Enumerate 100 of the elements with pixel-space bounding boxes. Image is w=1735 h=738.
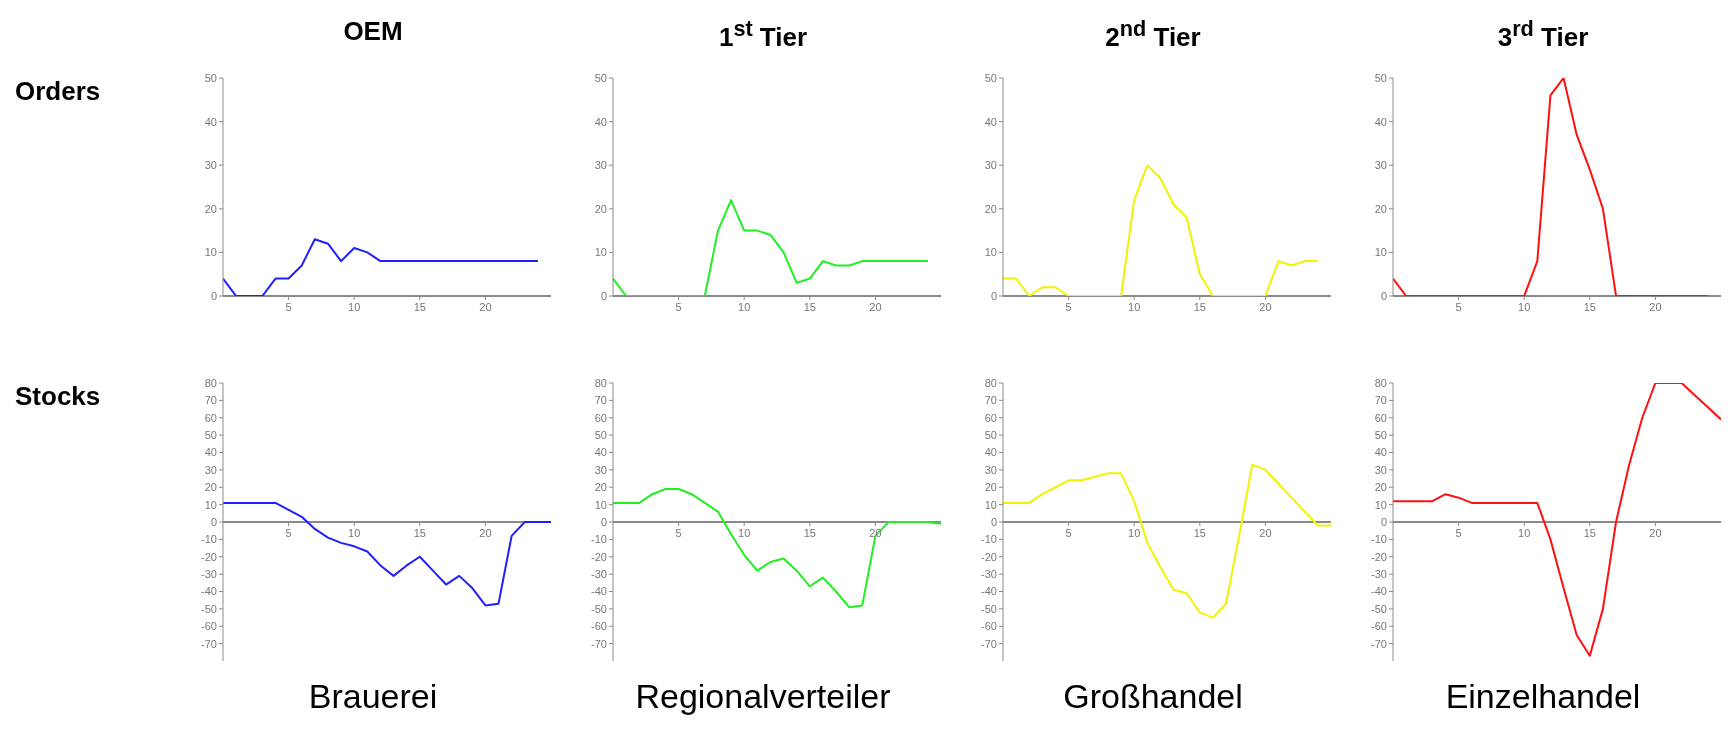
y-tick-label: -20 — [1371, 550, 1387, 563]
x-axis-title: Einzelhandel — [1444, 677, 1642, 716]
y-tick-label: -70 — [1371, 637, 1387, 650]
y-tick-label: 20 — [594, 481, 607, 494]
y-tick-label: -10 — [591, 533, 607, 546]
y-tick-label: 20 — [984, 481, 997, 494]
y-tick-label: 30 — [594, 159, 607, 172]
y-tick-label: -30 — [981, 568, 997, 581]
y-tick-label: -30 — [591, 568, 607, 581]
x-tick-label: 5 — [675, 301, 682, 313]
x-tick-label: 5 — [285, 527, 292, 539]
y-tick-label: 0 — [600, 515, 607, 528]
y-tick-label: 70 — [594, 394, 607, 407]
y-tick-label: 20 — [594, 202, 607, 215]
y-tick-label: 40 — [984, 115, 997, 128]
x-axis-title: Regionalverteiler — [634, 677, 892, 716]
y-tick-label: 50 — [984, 71, 997, 84]
y-tick-label: -50 — [201, 602, 217, 615]
x-tick-label: 10 — [1128, 527, 1141, 539]
y-tick-label: 30 — [984, 463, 997, 476]
y-tick-label: -10 — [201, 533, 217, 546]
x-tick-label: 20 — [1259, 527, 1272, 539]
x-tick-label: 5 — [675, 527, 682, 539]
y-tick-label: -60 — [981, 620, 997, 633]
y-tick-label: -10 — [1371, 533, 1387, 546]
y-tick-label: -40 — [981, 585, 997, 598]
x-tick-label: 5 — [1455, 301, 1462, 313]
x-tick-label: 20 — [1259, 301, 1272, 313]
y-tick-label: 40 — [594, 115, 607, 128]
y-tick-label: 80 — [204, 376, 217, 389]
y-tick-label: -30 — [201, 568, 217, 581]
line-series — [1393, 383, 1721, 657]
x-tick-label: 5 — [285, 301, 292, 313]
y-tick-label: 40 — [594, 446, 607, 459]
y-tick-label: 50 — [204, 429, 217, 442]
chart-title: 2$^{nd}$ Tier — [1104, 16, 1202, 53]
y-tick-label: 50 — [594, 429, 607, 442]
y-tick-label: -70 — [591, 637, 607, 650]
y-tick-label: 50 — [594, 71, 607, 84]
x-tick-label: 20 — [1649, 301, 1662, 313]
y-tick-label: 80 — [594, 376, 607, 389]
x-tick-label: 15 — [1583, 301, 1596, 313]
y-tick-label: 50 — [1374, 71, 1387, 84]
y-tick-label: 70 — [1374, 394, 1387, 407]
y-tick-label: 80 — [1374, 376, 1387, 389]
x-tick-label: 10 — [348, 527, 361, 539]
x-tick-label: 15 — [413, 527, 426, 539]
x-tick-label: 5 — [1065, 301, 1072, 313]
x-tick-label: 10 — [738, 301, 751, 313]
y-tick-label: 70 — [984, 394, 997, 407]
line-series — [1003, 164, 1319, 296]
y-tick-label: 30 — [204, 159, 217, 172]
y-tick-label: -50 — [981, 602, 997, 615]
y-tick-label: 50 — [984, 429, 997, 442]
line-series — [613, 199, 929, 296]
y-axis-title: Orders — [15, 76, 101, 107]
y-tick-label: -70 — [201, 637, 217, 650]
x-axis-title: Großhandel — [1062, 677, 1244, 716]
y-tick-label: -50 — [1371, 602, 1387, 615]
x-tick-label: 20 — [869, 301, 882, 313]
x-tick-label: 15 — [1193, 527, 1206, 539]
x-tick-label: 15 — [1583, 527, 1596, 539]
x-tick-label: 20 — [479, 301, 492, 313]
y-tick-label: 50 — [1374, 429, 1387, 442]
x-axis-title: Brauerei — [307, 677, 439, 716]
line-series — [223, 501, 551, 607]
x-tick-label: 10 — [1518, 301, 1531, 313]
y-tick-label: 40 — [984, 446, 997, 459]
y-tick-label: -20 — [591, 550, 607, 563]
line-series — [613, 487, 941, 609]
y-tick-label: 40 — [204, 115, 217, 128]
y-tick-label: 60 — [1374, 411, 1387, 424]
y-tick-label: -20 — [201, 550, 217, 563]
y-tick-label: 10 — [984, 246, 997, 259]
x-tick-label: 20 — [1649, 527, 1662, 539]
x-tick-label: 15 — [413, 301, 426, 313]
x-tick-label: 5 — [1455, 527, 1462, 539]
y-tick-label: 40 — [1374, 446, 1387, 459]
y-tick-label: 10 — [594, 498, 607, 511]
y-tick-label: 70 — [204, 394, 217, 407]
y-tick-label: 80 — [984, 376, 997, 389]
line-series — [1003, 463, 1331, 619]
y-tick-label: 20 — [984, 202, 997, 215]
y-tick-label: 30 — [204, 463, 217, 476]
y-tick-label: -50 — [591, 602, 607, 615]
y-tick-label: 0 — [600, 289, 607, 302]
y-tick-label: 10 — [1374, 246, 1387, 259]
x-tick-label: 15 — [1193, 301, 1206, 313]
x-tick-label: 10 — [1518, 527, 1531, 539]
y-tick-label: 40 — [204, 446, 217, 459]
y-tick-label: 20 — [204, 481, 217, 494]
y-tick-label: -40 — [1371, 585, 1387, 598]
x-tick-label: 20 — [479, 527, 492, 539]
y-tick-label: -10 — [981, 533, 997, 546]
x-tick-label: 10 — [738, 527, 751, 539]
x-tick-label: 15 — [803, 527, 816, 539]
y-tick-label: 30 — [1374, 159, 1387, 172]
y-tick-label: 60 — [204, 411, 217, 424]
y-tick-label: 60 — [984, 411, 997, 424]
y-tick-label: 0 — [1380, 289, 1387, 302]
